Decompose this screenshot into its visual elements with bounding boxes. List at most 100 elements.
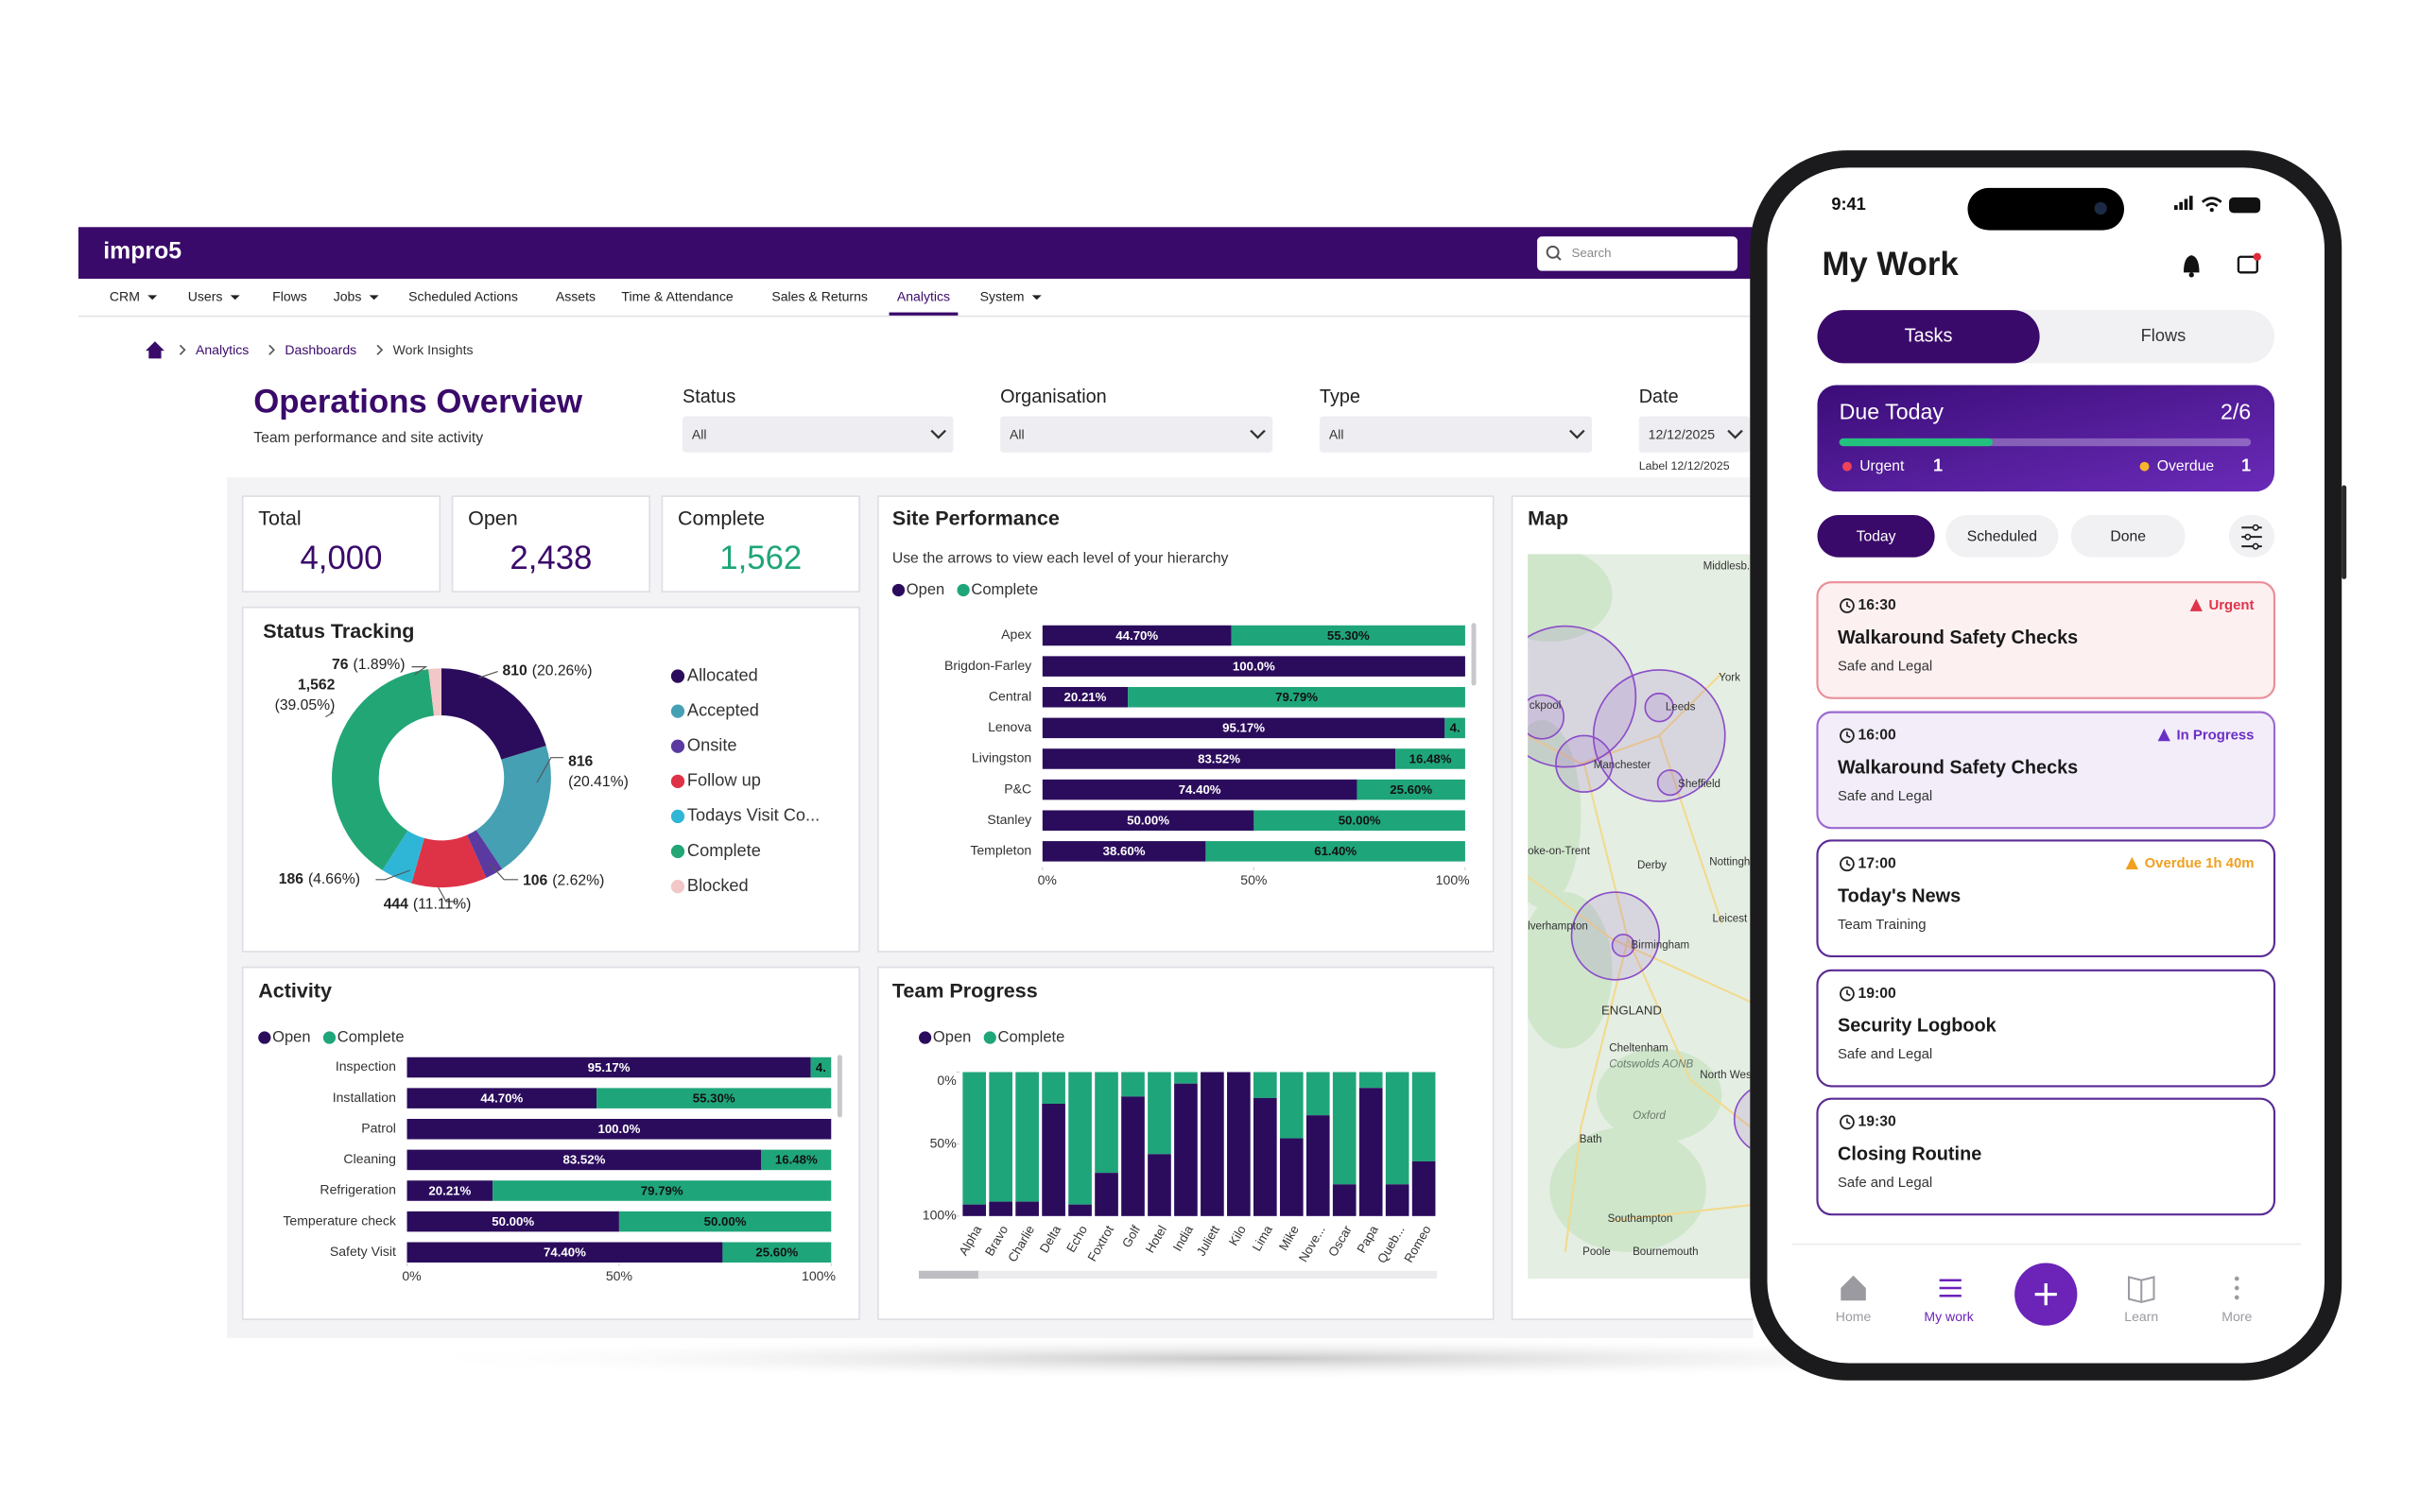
nav-item[interactable]: Analytics xyxy=(897,289,950,304)
data-label: 1,562 (39.05%) xyxy=(275,678,336,714)
task-card[interactable] xyxy=(1816,839,2276,958)
filter-caret xyxy=(930,429,946,439)
bottom-nav-label[interactable]: Learn xyxy=(2124,1309,2158,1324)
leader-line xyxy=(375,869,411,881)
map-cluster[interactable] xyxy=(1644,692,1674,723)
kpi-value: 1,562 xyxy=(719,541,802,576)
map-label: North Wessex Downs xyxy=(1700,1070,1805,1081)
nav-item[interactable]: Scheduled Actions xyxy=(408,289,518,304)
map-cluster[interactable] xyxy=(1733,1085,1804,1154)
book-icon[interactable] xyxy=(2128,1276,2155,1303)
map-label: Leeds xyxy=(1666,702,1696,713)
nav-item[interactable]: Flows xyxy=(272,289,307,304)
bar-segment xyxy=(989,1072,1012,1202)
more-icon[interactable] xyxy=(2234,1276,2239,1281)
leader-line xyxy=(478,671,498,679)
search-box[interactable] xyxy=(1537,236,1738,271)
card xyxy=(451,495,651,593)
filter-chip[interactable] xyxy=(1945,514,2059,558)
status-icon xyxy=(2125,856,2138,870)
nav-item[interactable]: Assets xyxy=(556,289,596,304)
scrollbar[interactable] xyxy=(919,1270,978,1280)
category-label: Patrol xyxy=(361,1120,396,1135)
due-overdue-count: 1 xyxy=(2241,455,2251,474)
task-time: 19:00 xyxy=(1858,986,1896,1002)
filter-chip[interactable] xyxy=(1817,514,1935,558)
nav-item[interactable]: Users xyxy=(188,289,223,304)
donut-slice xyxy=(411,834,487,888)
filter-note: Label 12/12/2025 xyxy=(1639,459,1730,472)
legend-dot xyxy=(258,1031,271,1044)
bar-segment xyxy=(1042,625,1232,646)
bottom-nav-label[interactable]: More xyxy=(2221,1309,2252,1324)
task-card[interactable] xyxy=(1816,1097,2276,1216)
donut-slice xyxy=(467,830,503,878)
task-card[interactable] xyxy=(1816,969,2276,1088)
bar-segment xyxy=(1358,1072,1383,1089)
filter-select[interactable] xyxy=(682,416,954,453)
breadcrumb[interactable]: Dashboards xyxy=(285,342,356,357)
x-tick-label: 50% xyxy=(1240,872,1267,887)
tab-active[interactable] xyxy=(1817,310,2040,364)
bar-value-label: 83.52% xyxy=(562,1153,605,1167)
task-title: Closing Routine xyxy=(1838,1144,1981,1165)
inbox-icon[interactable] xyxy=(2237,255,2258,274)
more-icon[interactable] xyxy=(2234,1295,2239,1300)
nav-item[interactable]: Time & Attendance xyxy=(621,289,733,304)
scrollbar[interactable] xyxy=(837,1055,842,1118)
more-icon[interactable] xyxy=(2234,1285,2239,1291)
due-urgent-count: 1 xyxy=(1933,455,1943,474)
bar-segment xyxy=(1385,1072,1409,1185)
nav-item[interactable]: Sales & Returns xyxy=(771,289,868,304)
map-cluster[interactable] xyxy=(1611,933,1635,957)
filter-label: Type xyxy=(1320,387,1360,407)
filter-select[interactable] xyxy=(1319,416,1593,453)
page-title: Operations Overview xyxy=(253,385,583,421)
signal-icon xyxy=(2174,205,2178,211)
nav-item[interactable]: System xyxy=(980,289,1025,304)
nav-item[interactable]: Jobs xyxy=(334,289,362,304)
bell-icon[interactable] xyxy=(2183,255,2200,273)
map-cluster[interactable] xyxy=(1592,669,1726,802)
bar-value-label: 55.30% xyxy=(1327,628,1370,643)
bar-value-label: 61.40% xyxy=(1314,844,1357,858)
legend-label: Complete xyxy=(687,841,761,860)
bottom-nav-label[interactable]: Home xyxy=(1836,1309,1872,1324)
data-label-value: 810 xyxy=(503,663,527,679)
map-cluster[interactable] xyxy=(1555,734,1614,793)
donut-slice xyxy=(441,668,546,760)
filter-chip-label[interactable]: Scheduled xyxy=(1967,528,2037,544)
breadcrumb[interactable]: Analytics xyxy=(196,342,249,357)
due-title: Due Today xyxy=(1840,399,1945,423)
tab[interactable]: Tasks xyxy=(1905,325,1953,346)
filter-chip[interactable] xyxy=(2070,514,2186,558)
home-icon[interactable] xyxy=(145,341,164,359)
filter-chip-label[interactable]: Today xyxy=(1857,528,1896,544)
y-tick-label: 50% xyxy=(930,1135,957,1150)
map-cluster[interactable] xyxy=(1520,694,1565,740)
bottom-nav-label[interactable]: My work xyxy=(1924,1309,1974,1324)
map-label: oke-on-Trent xyxy=(1528,846,1591,857)
map-cluster[interactable] xyxy=(1495,625,1637,768)
filter-select[interactable] xyxy=(1000,416,1273,453)
bar-segment xyxy=(1385,1184,1409,1216)
filter-select[interactable] xyxy=(1638,416,1751,453)
data-label: 816 (20.41%) xyxy=(568,754,629,791)
map-cluster[interactable] xyxy=(1656,769,1684,797)
task-card[interactable] xyxy=(1816,581,2276,699)
clock-icon xyxy=(1840,986,1855,1002)
map-cluster[interactable] xyxy=(1570,891,1661,981)
wifi-icon xyxy=(2209,207,2214,213)
task-time: 19:30 xyxy=(1858,1114,1896,1130)
data-label-percent: (20.26%) xyxy=(532,663,593,679)
legend-dot xyxy=(670,879,685,894)
nav-item[interactable]: CRM xyxy=(110,289,140,304)
filter-chip-label[interactable]: Done xyxy=(2110,528,2146,544)
scrollbar[interactable] xyxy=(1471,623,1477,686)
filter-caret xyxy=(1569,429,1585,439)
tab[interactable]: Flows xyxy=(2141,326,2187,345)
category-label: Central xyxy=(989,688,1031,703)
bar-segment xyxy=(1358,1088,1383,1216)
map-road xyxy=(1582,764,1751,1128)
legend-label: Complete xyxy=(337,1027,405,1045)
